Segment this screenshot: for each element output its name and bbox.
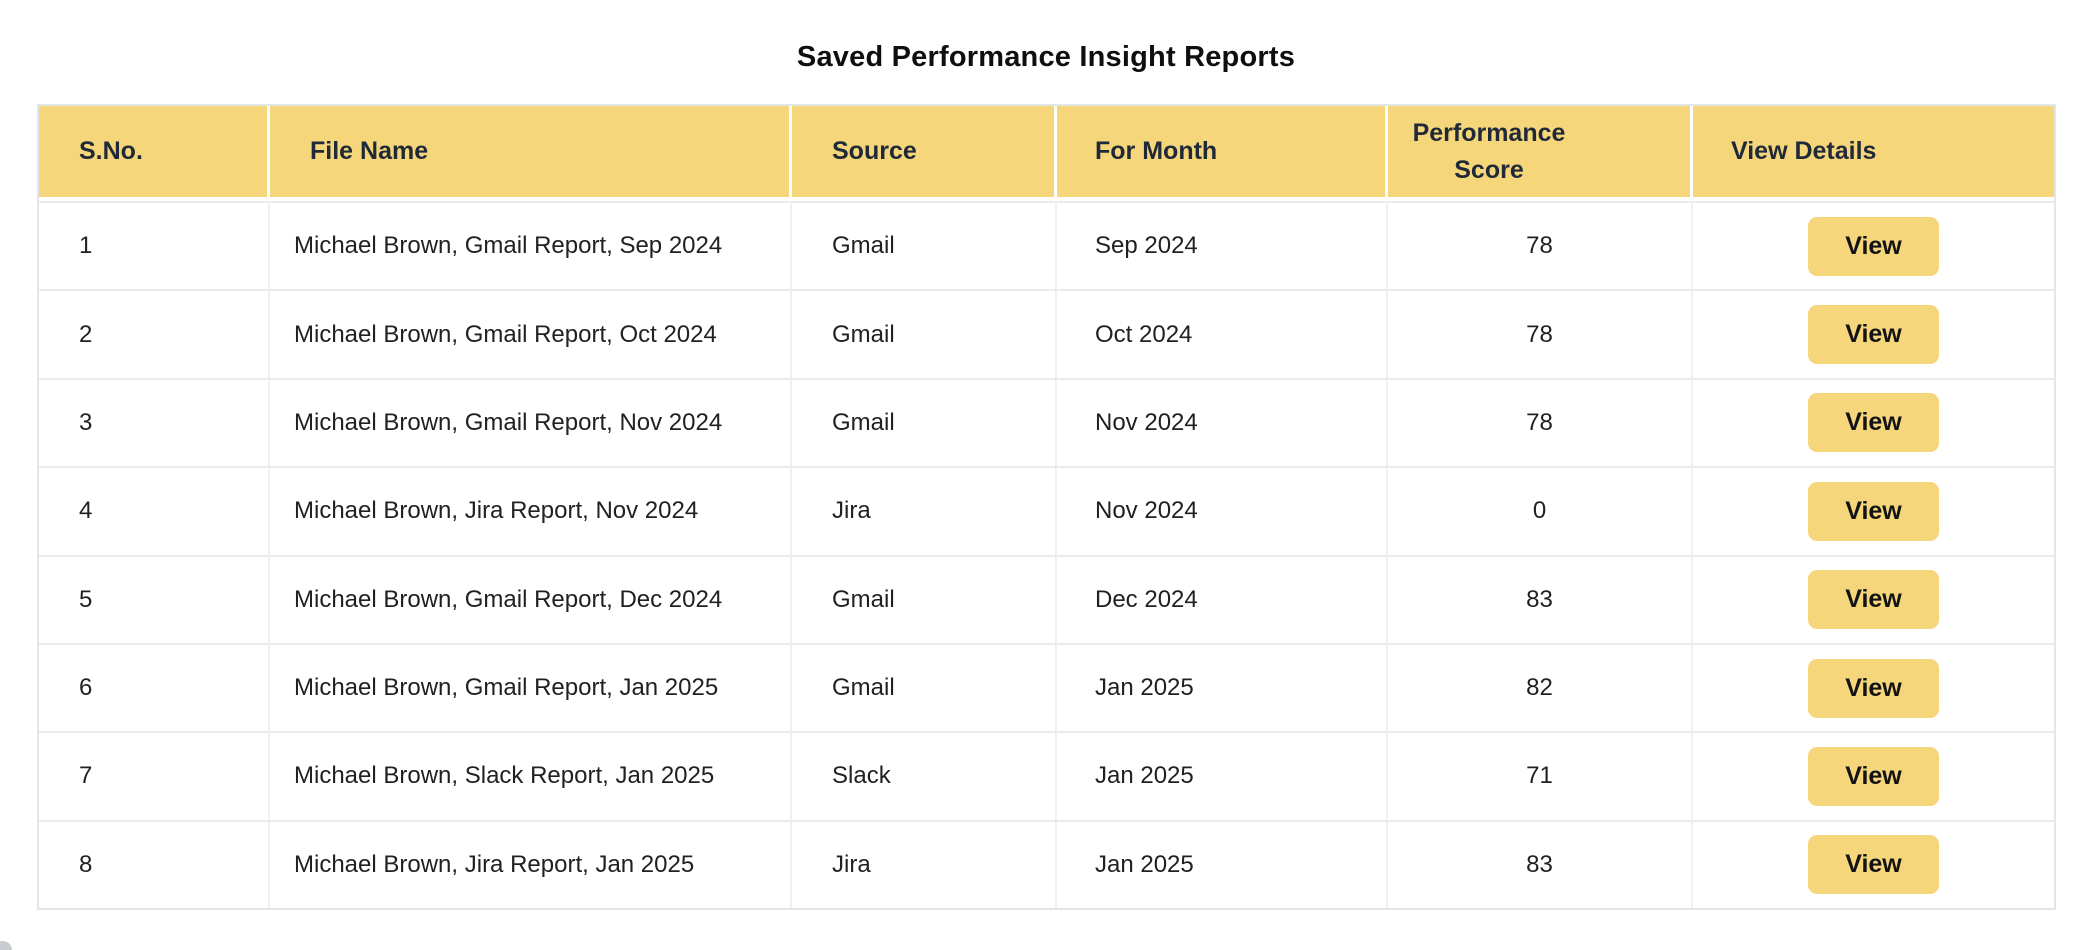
- column-header-performance-score: Performance Score: [1388, 106, 1693, 201]
- cell-performance-score: 83: [1388, 819, 1693, 908]
- cell-source: Slack: [792, 731, 1057, 820]
- page-title: Saved Performance Insight Reports: [796, 41, 1296, 74]
- cell-source: Gmail: [792, 642, 1057, 732]
- cell-source: Gmail: [792, 554, 1057, 643]
- cell-for-month: Nov 2024: [1057, 377, 1388, 467]
- cell-source: Gmail: [792, 289, 1057, 378]
- cell-file-name: Michael Brown, Slack Report, Jan 2025: [270, 731, 792, 820]
- cell-serial-number: 8: [39, 819, 270, 908]
- cell-file-name: Michael Brown, Jira Report, Nov 2024: [270, 466, 792, 555]
- header-row: S.No. File Name Source For Month Perform…: [39, 106, 2054, 201]
- cell-performance-score: 0: [1388, 466, 1693, 555]
- table-row: 7 Michael Brown, Slack Report, Jan 2025 Sl…: [39, 731, 2054, 820]
- cell-file-name: Michael Brown, Gmail Report, Sep 2024: [270, 201, 792, 290]
- cell-serial-number: 5: [39, 554, 270, 643]
- cell-serial-number: 2: [39, 289, 270, 378]
- cell-source: Gmail: [792, 377, 1057, 467]
- cell-for-month: Nov 2024: [1057, 466, 1388, 555]
- cell-view-details: View: [1693, 819, 2054, 908]
- column-header-source: Source: [792, 106, 1057, 201]
- cell-serial-number: 6: [39, 642, 270, 732]
- cell-file-name: Michael Brown, Gmail Report, Nov 2024: [270, 377, 792, 467]
- column-header-view-details: View Details: [1693, 106, 2054, 201]
- table-row: 2 Michael Brown, Gmail Report, Oct 2024 Gm…: [39, 289, 2054, 378]
- cell-for-month: Dec 2024: [1057, 554, 1388, 643]
- table-row: 5 Michael Brown, Gmail Report, Dec 2024 Gm…: [39, 554, 2054, 643]
- cell-file-name: Michael Brown, Gmail Report, Jan 2025: [270, 642, 792, 732]
- cell-view-details: View: [1693, 466, 2054, 555]
- report-table-body: 1 Michael Brown, Gmail Report, Sep 2024 Gm…: [39, 201, 2054, 908]
- cell-view-details: View: [1693, 377, 2054, 467]
- cell-source: Jira: [792, 466, 1057, 555]
- column-header-sno: S.No.: [39, 106, 270, 201]
- cell-performance-score: 78: [1388, 201, 1693, 290]
- cell-view-details: View: [1693, 642, 2054, 732]
- cell-view-details: View: [1693, 201, 2054, 290]
- table-row: 6 Michael Brown, Gmail Report, Jan 2025 Gm…: [39, 642, 2054, 732]
- cell-file-name: Michael Brown, Gmail Report, Dec 2024: [270, 554, 792, 643]
- view-button[interactable]: View: [1808, 658, 1939, 718]
- reports-table: S.No. File Name Source For Month Perform…: [39, 106, 2054, 908]
- cell-for-month: Sep 2024: [1057, 201, 1388, 290]
- cell-source: Jira: [792, 819, 1057, 908]
- cell-view-details: View: [1693, 289, 2054, 378]
- cell-file-name: Michael Brown, Gmail Report, Oct 2024: [270, 289, 792, 378]
- cell-view-details: View: [1693, 731, 2054, 820]
- view-button[interactable]: View: [1808, 481, 1939, 541]
- view-button[interactable]: View: [1808, 216, 1939, 276]
- cell-file-name: Michael Brown, Jira Report, Jan 2025: [270, 819, 792, 908]
- cell-serial-number: 7: [39, 731, 270, 820]
- table-row: 8 Michael Brown, Jira Report, Jan 2025 Jir…: [39, 819, 2054, 908]
- cell-serial-number: 3: [39, 377, 270, 467]
- column-header-for-month: For Month: [1057, 106, 1388, 201]
- column-header-file-name: File Name: [270, 106, 792, 201]
- table-header: S.No. File Name Source For Month Perform…: [39, 106, 2054, 201]
- view-button[interactable]: View: [1808, 393, 1939, 453]
- view-button[interactable]: View: [1808, 835, 1939, 895]
- cell-performance-score: 78: [1388, 377, 1693, 467]
- cell-for-month: Jan 2025: [1057, 642, 1388, 732]
- view-button[interactable]: View: [1808, 570, 1939, 630]
- bottom-left-corner-artifact: [0, 941, 12, 950]
- cell-performance-score: 71: [1388, 731, 1693, 820]
- table-row: 3 Michael Brown, Gmail Report, Nov 2024 Gm…: [39, 377, 2054, 467]
- cell-serial-number: 4: [39, 466, 270, 555]
- cell-for-month: Oct 2024: [1057, 289, 1388, 378]
- view-button[interactable]: View: [1808, 305, 1939, 365]
- view-button[interactable]: View: [1808, 746, 1939, 806]
- reports-table-container: S.No. File Name Source For Month Perform…: [37, 104, 2056, 910]
- cell-for-month: Jan 2025: [1057, 819, 1388, 908]
- table-row: 4 Michael Brown, Jira Report, Nov 2024 Jir…: [39, 466, 2054, 555]
- cell-performance-score: 82: [1388, 642, 1693, 732]
- cell-for-month: Jan 2025: [1057, 731, 1388, 820]
- cell-performance-score: 83: [1388, 554, 1693, 643]
- cell-performance-score: 78: [1388, 289, 1693, 378]
- cell-serial-number: 1: [39, 201, 270, 290]
- cell-view-details: View: [1693, 554, 2054, 643]
- cell-source: Gmail: [792, 201, 1057, 290]
- table-row: 1 Michael Brown, Gmail Report, Sep 2024 Gm…: [39, 201, 2054, 290]
